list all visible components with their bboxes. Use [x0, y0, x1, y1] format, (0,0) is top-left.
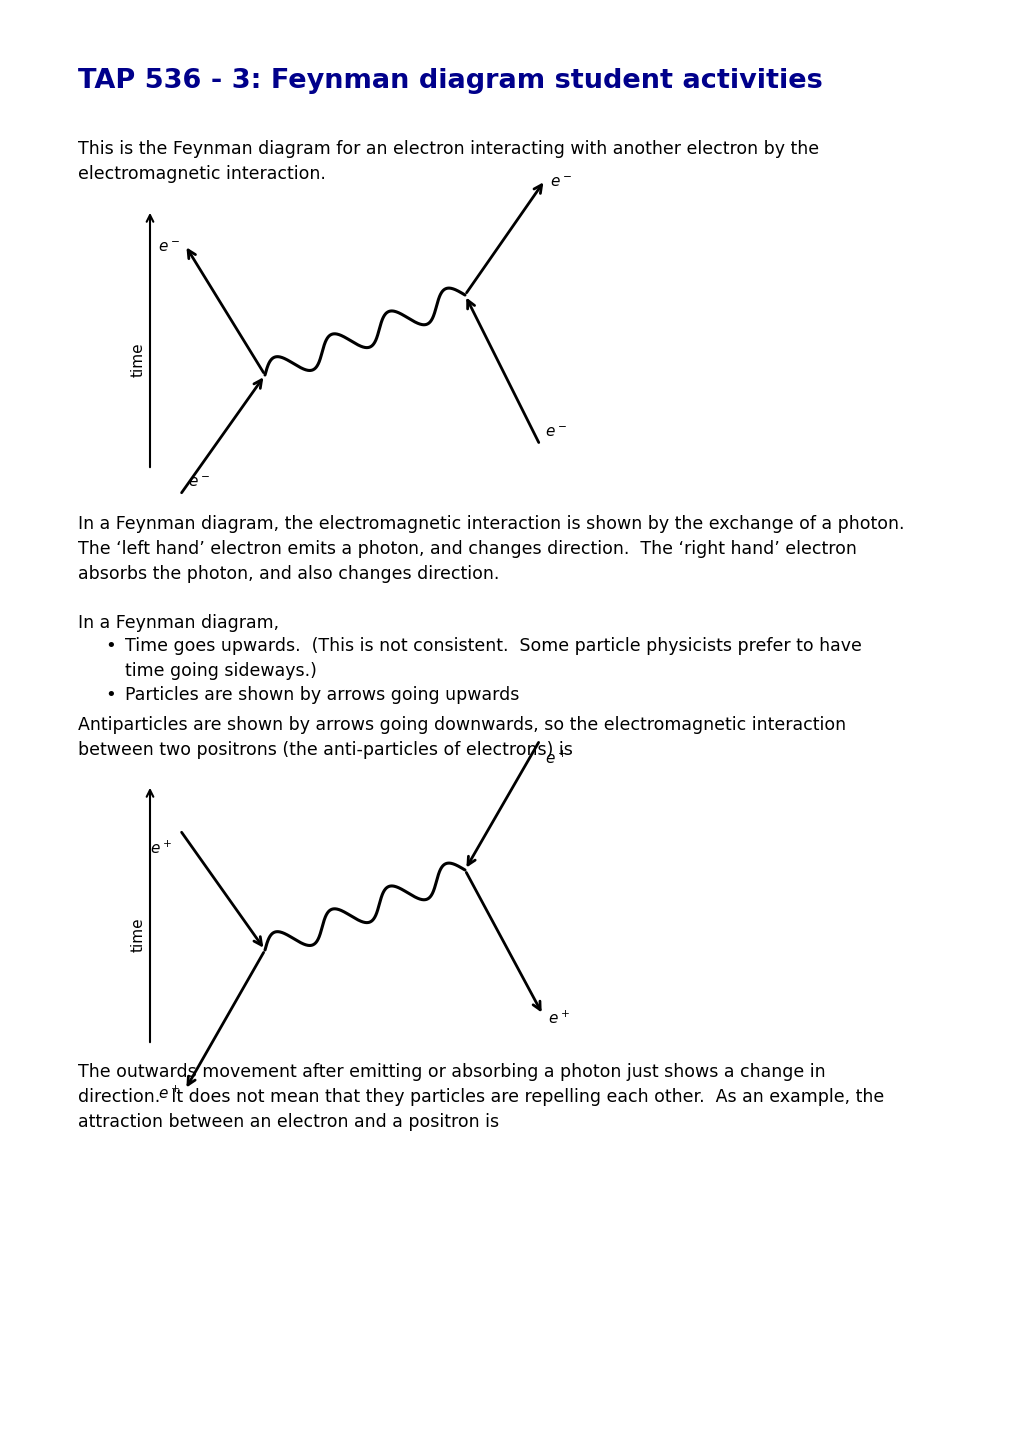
Text: In a Feynman diagram,: In a Feynman diagram,	[77, 615, 279, 632]
Text: Time goes upwards.  (This is not consistent.  Some particle physicists prefer to: Time goes upwards. (This is not consiste…	[125, 636, 861, 680]
Text: $e^-$: $e^-$	[158, 240, 179, 255]
Text: time: time	[130, 918, 146, 952]
Text: The outwards movement after emitting or absorbing a photon just shows a change i: The outwards movement after emitting or …	[77, 1063, 883, 1131]
Text: Particles are shown by arrows going upwards: Particles are shown by arrows going upwa…	[125, 685, 519, 704]
Text: $e^+$: $e^+$	[158, 1085, 179, 1102]
Text: $e^-$: $e^-$	[544, 426, 567, 440]
Text: This is the Feynman diagram for an electron interacting with another electron by: This is the Feynman diagram for an elect…	[77, 140, 818, 183]
Text: In a Feynman diagram, the electromagnetic interaction is shown by the exchange o: In a Feynman diagram, the electromagneti…	[77, 515, 904, 583]
Text: $e^+$: $e^+$	[544, 750, 567, 768]
Text: Antiparticles are shown by arrows going downwards, so the electromagnetic intera: Antiparticles are shown by arrows going …	[77, 716, 846, 759]
Text: $e^+$: $e^+$	[547, 1010, 570, 1027]
Text: $e^-$: $e^-$	[187, 475, 210, 491]
Text: •: •	[105, 685, 115, 704]
Text: •: •	[105, 636, 115, 655]
Text: $e^+$: $e^+$	[150, 840, 172, 857]
Text: $e^-$: $e^-$	[549, 175, 572, 190]
Text: TAP 536 - 3: Feynman diagram student activities: TAP 536 - 3: Feynman diagram student act…	[77, 68, 822, 94]
Text: time: time	[130, 342, 146, 377]
